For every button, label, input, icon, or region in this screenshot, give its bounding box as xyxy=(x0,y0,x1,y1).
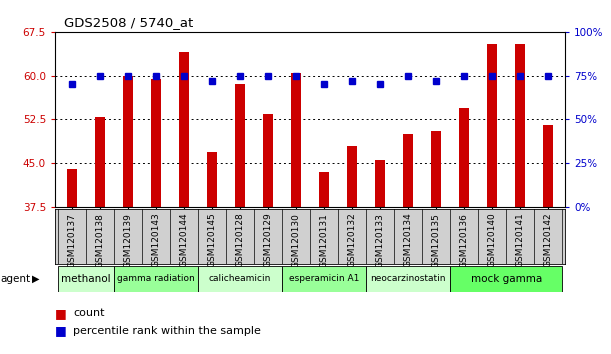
Text: GSM120138: GSM120138 xyxy=(95,213,104,268)
Bar xyxy=(67,169,77,207)
Text: GSM120144: GSM120144 xyxy=(180,213,188,267)
Text: GSM120129: GSM120129 xyxy=(263,213,273,268)
Text: agent: agent xyxy=(1,274,31,284)
Bar xyxy=(235,85,245,207)
Bar xyxy=(516,44,525,207)
Text: GSM120142: GSM120142 xyxy=(544,213,553,267)
Text: esperamicin A1: esperamicin A1 xyxy=(289,274,359,283)
Bar xyxy=(488,44,497,207)
Text: GSM120128: GSM120128 xyxy=(235,213,244,268)
Text: GSM120130: GSM120130 xyxy=(291,213,301,268)
Text: GDS2508 / 5740_at: GDS2508 / 5740_at xyxy=(64,16,194,29)
Bar xyxy=(207,152,217,207)
Text: ▶: ▶ xyxy=(32,274,39,284)
Bar xyxy=(319,172,329,207)
Text: calicheamicin: calicheamicin xyxy=(209,274,271,283)
Bar xyxy=(151,79,161,207)
Bar xyxy=(282,266,366,292)
Text: percentile rank within the sample: percentile rank within the sample xyxy=(73,326,261,336)
Bar xyxy=(459,108,469,207)
Text: GSM120135: GSM120135 xyxy=(432,213,441,268)
Text: GSM120140: GSM120140 xyxy=(488,213,497,268)
Text: ■: ■ xyxy=(55,325,67,337)
Text: ■: ■ xyxy=(55,307,67,320)
Bar xyxy=(375,160,385,207)
Bar xyxy=(431,131,441,207)
Text: GSM120141: GSM120141 xyxy=(516,213,525,268)
Text: methanol: methanol xyxy=(61,274,111,284)
Bar xyxy=(366,266,450,292)
Bar xyxy=(123,76,133,207)
Bar xyxy=(58,266,114,292)
Bar xyxy=(347,146,357,207)
Text: GSM120131: GSM120131 xyxy=(320,213,329,268)
Text: GSM120134: GSM120134 xyxy=(404,213,412,268)
Bar xyxy=(450,266,562,292)
Bar xyxy=(291,73,301,207)
Text: mock gamma: mock gamma xyxy=(470,274,542,284)
Text: GSM120133: GSM120133 xyxy=(376,213,385,268)
Bar xyxy=(95,116,104,207)
Text: GSM120136: GSM120136 xyxy=(459,213,469,268)
Text: gamma radiation: gamma radiation xyxy=(117,274,195,283)
Bar xyxy=(263,114,273,207)
Bar xyxy=(179,52,189,207)
Bar xyxy=(403,134,413,207)
Text: neocarzinostatin: neocarzinostatin xyxy=(370,274,446,283)
Text: GSM120145: GSM120145 xyxy=(208,213,216,268)
Bar xyxy=(198,266,282,292)
Text: count: count xyxy=(73,308,105,318)
Text: GSM120137: GSM120137 xyxy=(67,213,76,268)
Bar xyxy=(543,125,554,207)
Text: GSM120132: GSM120132 xyxy=(348,213,357,268)
Text: GSM120139: GSM120139 xyxy=(123,213,133,268)
Text: GSM120143: GSM120143 xyxy=(152,213,161,268)
Bar xyxy=(114,266,198,292)
